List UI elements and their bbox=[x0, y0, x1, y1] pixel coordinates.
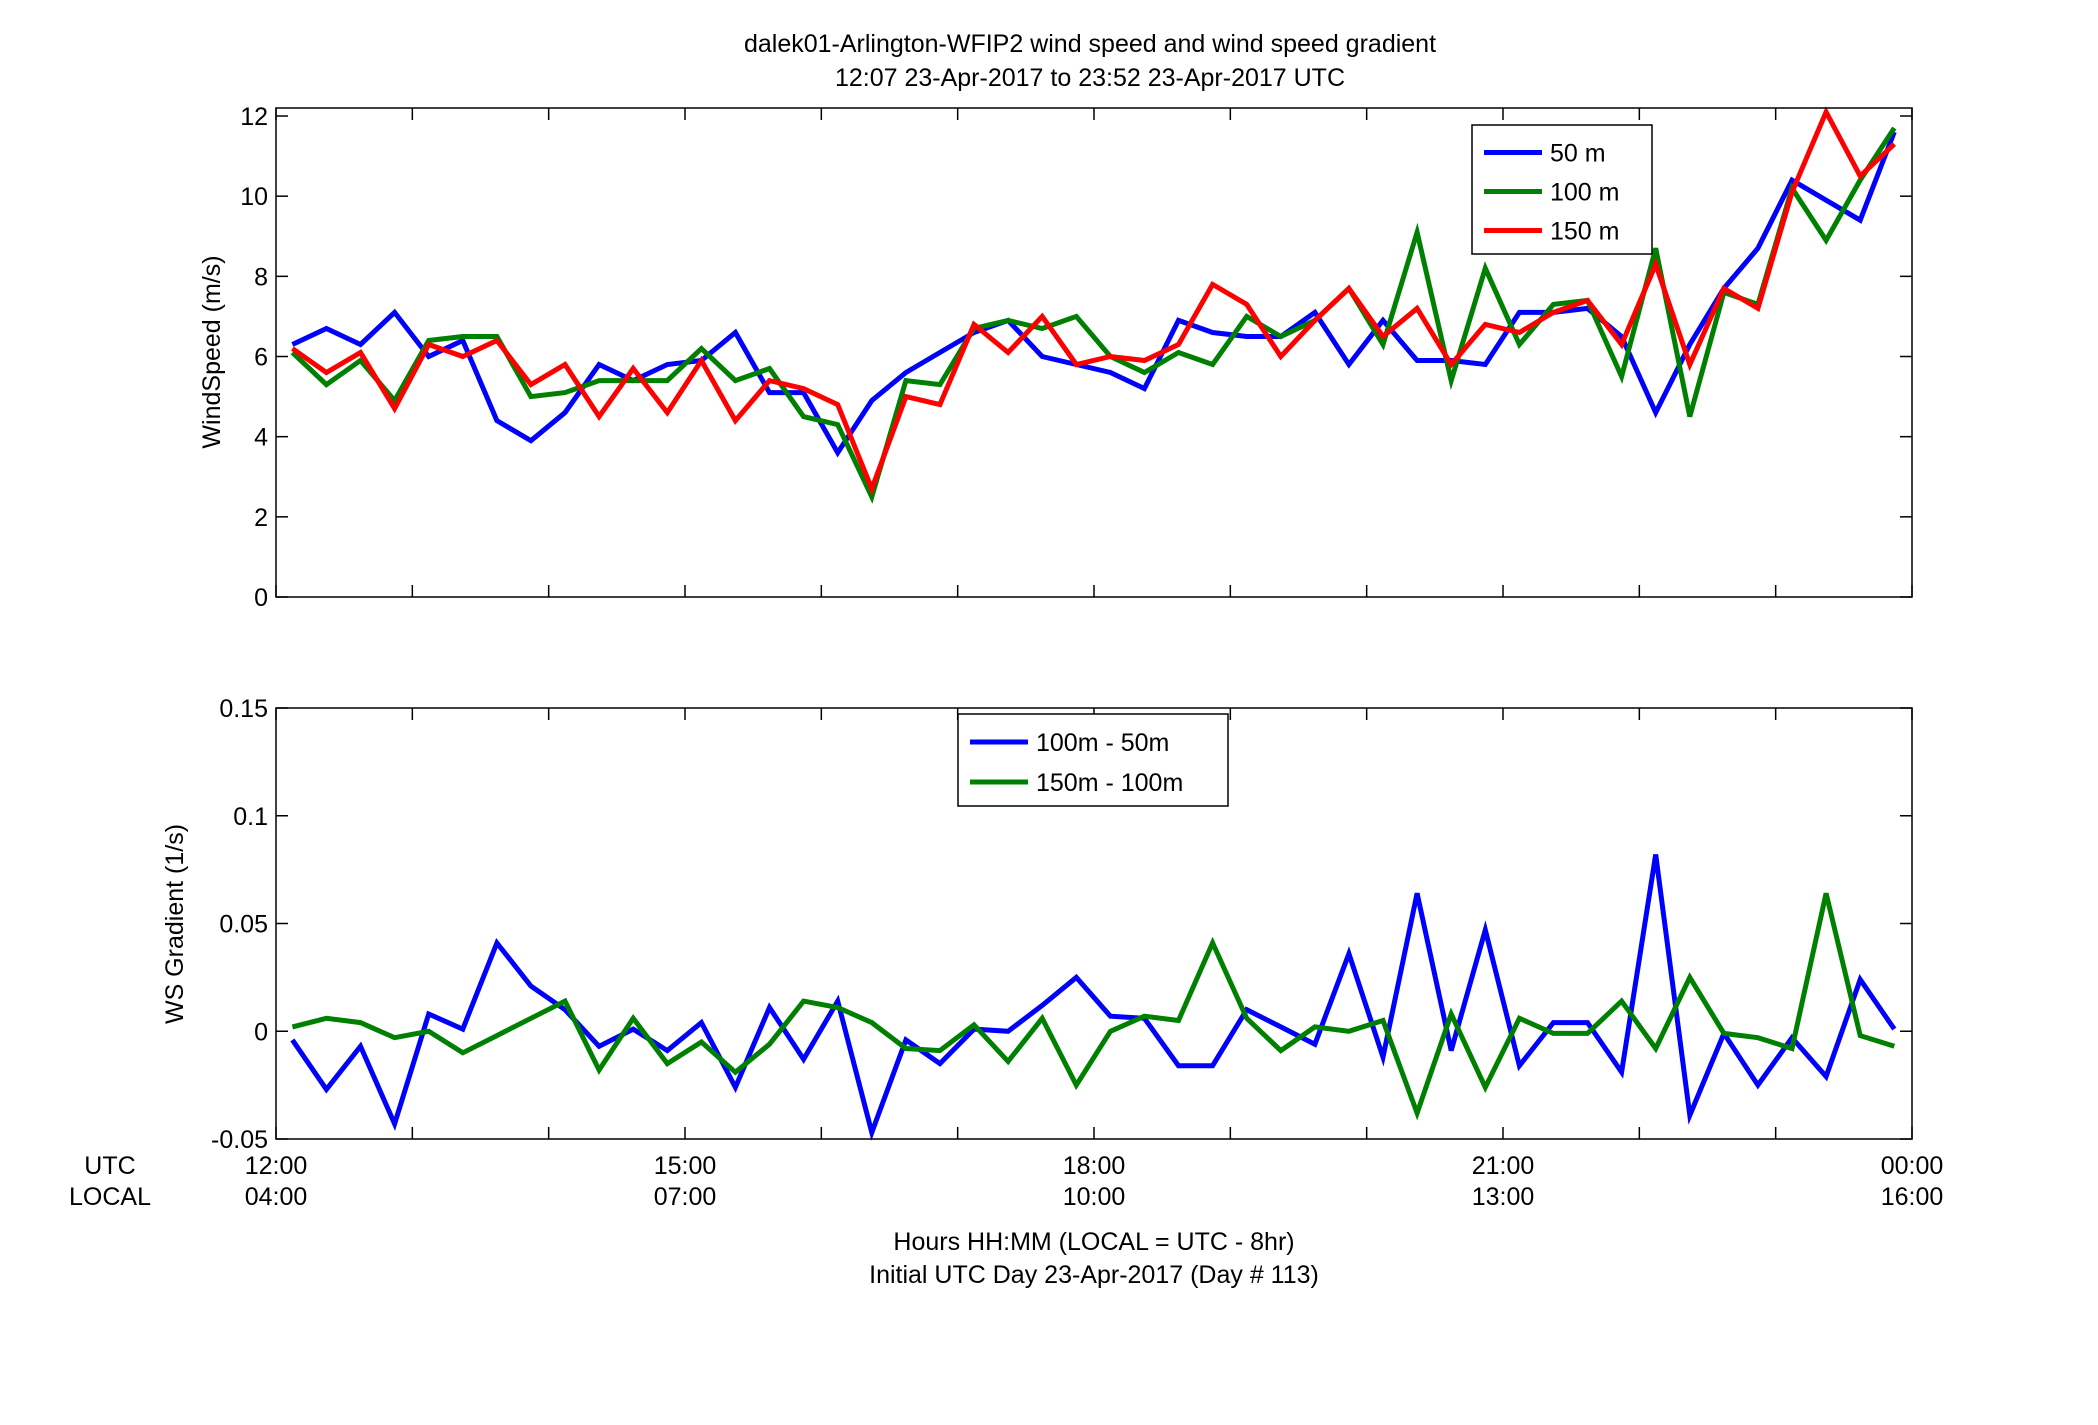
windspeed-y-tick-label: 0 bbox=[254, 584, 268, 612]
gradient-legend-box bbox=[957, 713, 1229, 807]
gradient-y-tick-label: 0.15 bbox=[219, 695, 268, 723]
windspeed-panel: 0 2 4 6 8 10 12 WindSpeed (m/s) 50 m 100 m 150 m bbox=[198, 103, 1913, 612]
gradient-y-tick-label: 0.05 bbox=[219, 911, 268, 939]
chart-title-line1: dalek01-Arlington-WFIP2 wind speed and w… bbox=[744, 30, 1436, 58]
x-tick-label-utc: 21:00 bbox=[1472, 1152, 1535, 1180]
gradient-y-ticks: -0.05 0 0.05 0.1 0.15 bbox=[211, 695, 1912, 1154]
windspeed-lines bbox=[290, 106, 1897, 504]
x-axis-label-line2: Initial UTC Day 23-Apr-2017 (Day # 113) bbox=[869, 1261, 1319, 1289]
windspeed-legend: 50 m 100 m 150 m bbox=[1471, 124, 1653, 255]
local-row-label: LOCAL bbox=[69, 1183, 151, 1211]
gradient-legend: 100m - 50m 150m - 100m bbox=[957, 713, 1229, 807]
windspeed-legend-label-0: 50 m bbox=[1550, 140, 1606, 168]
chart-title-line2: 12:07 23-Apr-2017 to 23:52 23-Apr-2017 U… bbox=[835, 64, 1345, 92]
utc-row-label: UTC bbox=[84, 1152, 135, 1180]
windspeed-y-tick-label: 12 bbox=[240, 103, 268, 131]
windspeed-y-tick-label: 6 bbox=[254, 344, 268, 372]
gradient-lines bbox=[290, 854, 1897, 1141]
windspeed-y-ticks: 0 2 4 6 8 10 12 bbox=[240, 103, 1912, 612]
windspeed-y-tick-label: 10 bbox=[240, 183, 268, 211]
gradient-series-line-0 bbox=[290, 854, 1897, 1141]
gradient-y-tick-label: 0.1 bbox=[233, 803, 268, 831]
windspeed-series-line-1 bbox=[290, 126, 1897, 504]
x-tick-label-local: 07:00 bbox=[654, 1183, 717, 1211]
x-tick-labels: 12:00 04:00 15:00 07:00 18:00 10:00 21:00 13:00… bbox=[245, 1152, 1944, 1211]
x-tick-label-utc: 15:00 bbox=[654, 1152, 717, 1180]
windspeed-legend-label-1: 100 m bbox=[1550, 179, 1619, 207]
windspeed-y-axis-label: WindSpeed (m/s) bbox=[198, 255, 226, 448]
windspeed-y-tick-label: 4 bbox=[254, 424, 268, 452]
x-tick-label-local: 10:00 bbox=[1063, 1183, 1126, 1211]
windspeed-y-tick-label: 8 bbox=[254, 263, 268, 291]
windspeed-axes-frame bbox=[275, 107, 1913, 598]
x-axis-label-line1: Hours HH:MM (LOCAL = UTC - 8hr) bbox=[893, 1228, 1294, 1256]
x-tick-label-utc: 00:00 bbox=[1881, 1152, 1944, 1180]
x-tick-label-local: 16:00 bbox=[1881, 1183, 1944, 1211]
windspeed-y-tick-label: 2 bbox=[254, 504, 268, 532]
gradient-series-line-1 bbox=[291, 892, 1896, 1121]
gradient-x-ticks bbox=[275, 708, 1913, 1139]
windspeed-series-line-2 bbox=[290, 106, 1897, 496]
x-tick-label-local: 13:00 bbox=[1472, 1183, 1535, 1211]
x-tick-label-local: 04:00 bbox=[245, 1183, 308, 1211]
x-tick-label-utc: 12:00 bbox=[245, 1152, 308, 1180]
gradient-legend-label-0: 100m - 50m bbox=[1036, 729, 1169, 757]
x-tick-label-utc: 18:00 bbox=[1063, 1152, 1126, 1180]
windspeed-x-ticks bbox=[275, 108, 1913, 597]
windspeed-legend-label-2: 150 m bbox=[1550, 218, 1619, 246]
gradient-y-tick-label: 0 bbox=[254, 1018, 268, 1046]
windspeed-series-line-0 bbox=[291, 131, 1897, 458]
gradient-panel: -0.05 0 0.05 0.1 0.15 WS Gradient (1/s) 100m… bbox=[161, 695, 1913, 1154]
gradient-legend-label-1: 150m - 100m bbox=[1036, 769, 1183, 797]
gradient-y-tick-label: -0.05 bbox=[211, 1126, 268, 1154]
gradient-y-axis-label: WS Gradient (1/s) bbox=[161, 824, 189, 1024]
